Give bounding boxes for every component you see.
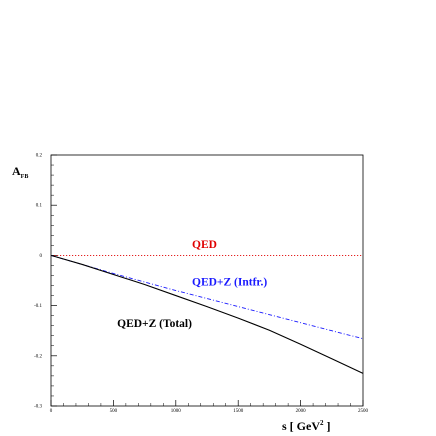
- x-tick-label: 0: [50, 409, 53, 414]
- series-line: [50, 254, 364, 340]
- x-tick-label: 500: [110, 409, 118, 414]
- y-tick-label: -0.3: [34, 405, 42, 410]
- series-lines: [50, 254, 364, 374]
- y-tick-label: -0.2: [34, 354, 42, 359]
- y-axis: -0.3 -0.2 -0.1 0 0.1 0.2: [34, 154, 57, 410]
- y-axis-title: AFB: [12, 164, 28, 180]
- series-label: QED+Z (Intfr.): [192, 277, 267, 289]
- x-tick-label: 1000: [171, 409, 182, 414]
- plot-frame: [50, 154, 364, 407]
- y-tick-label: 0.1: [36, 204, 43, 209]
- y-tick-label: 0.2: [36, 154, 43, 159]
- x-tick-label: 1500: [233, 409, 244, 414]
- series-label: QED: [192, 239, 217, 251]
- series-label: QED+Z (Total): [117, 318, 192, 330]
- x-tick-label: 2500: [358, 409, 369, 414]
- x-axis-title: s [ GeV2 ]: [282, 419, 331, 433]
- x-tick-label: 2000: [296, 409, 307, 414]
- series-line: [50, 254, 364, 374]
- x-axis: 0 500 1000 1500 2000 2500: [50, 400, 369, 414]
- y-tick-label: -0.1: [34, 304, 42, 309]
- y-tick-label: 0: [40, 254, 43, 259]
- series-labels: QED QED+Z (Intfr.) QED+Z (Total): [117, 239, 267, 330]
